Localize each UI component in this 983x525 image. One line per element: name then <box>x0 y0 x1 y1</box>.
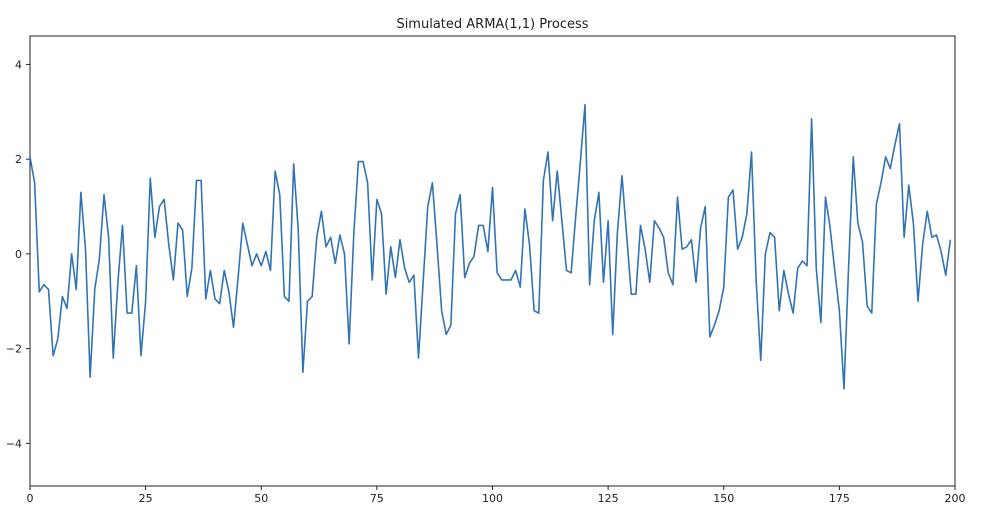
x-tick-label: 50 <box>254 492 268 505</box>
x-tick-label: 175 <box>829 492 850 505</box>
x-tick-label: 150 <box>713 492 734 505</box>
x-tick-label: 125 <box>598 492 619 505</box>
y-tick-label: −4 <box>6 437 22 450</box>
y-axis: −4 −2 0 2 4 <box>6 58 30 450</box>
y-tick-label: 4 <box>15 58 22 71</box>
x-axis: 0 25 50 75 100 125 150 175 200 <box>27 486 966 505</box>
x-tick-label: 200 <box>945 492 966 505</box>
x-tick-label: 75 <box>370 492 384 505</box>
x-tick-label: 25 <box>139 492 153 505</box>
chart-title: Simulated ARMA(1,1) Process <box>396 17 588 32</box>
y-tick-label: 2 <box>15 153 22 166</box>
y-tick-label: 0 <box>15 248 22 261</box>
series-line <box>29 103 952 390</box>
x-tick-label: 0 <box>27 492 34 505</box>
y-tick-label: −2 <box>6 343 22 356</box>
x-tick-label: 100 <box>482 492 503 505</box>
